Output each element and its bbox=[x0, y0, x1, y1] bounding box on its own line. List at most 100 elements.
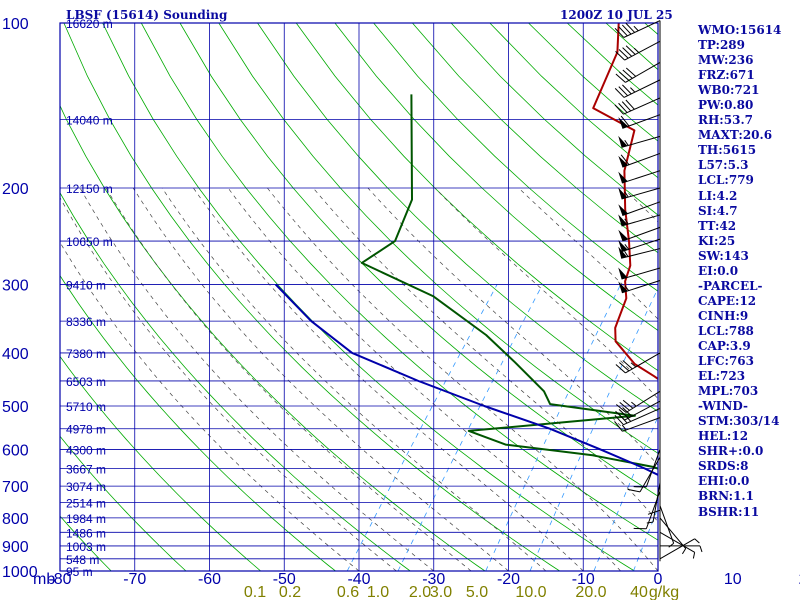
index-item: MPL:703 bbox=[698, 384, 759, 399]
wind-barb bbox=[618, 114, 661, 129]
pressure-tick-label: 1000 bbox=[2, 564, 38, 581]
mixing-ratio-label: g/kg bbox=[649, 584, 679, 600]
height-label: 8336 m bbox=[66, 315, 106, 329]
temperature-tick-label: -10 bbox=[572, 571, 595, 588]
index-item: KI:25 bbox=[698, 233, 736, 248]
mixing-ratio-label: 0.1 bbox=[244, 584, 266, 600]
mixing-ratio-label: 1.0 bbox=[367, 584, 389, 600]
pressure-tick-label: 200 bbox=[2, 181, 29, 198]
index-item: MAXT:20.6 bbox=[698, 128, 773, 143]
pressure-tick-label: 900 bbox=[2, 539, 29, 556]
index-item: PW:0.80 bbox=[698, 98, 754, 113]
dry-adiabat-line bbox=[60, 355, 262, 571]
wind-barb bbox=[614, 97, 661, 115]
wind-barb bbox=[614, 407, 661, 426]
wind-barb bbox=[646, 482, 661, 524]
wind-barb bbox=[614, 79, 661, 98]
mixing-ratio-label: 5.0 bbox=[466, 584, 488, 600]
index-item: STM:303/14 bbox=[698, 414, 780, 429]
index-item: LCL:788 bbox=[698, 323, 754, 338]
height-label: 1984 m bbox=[66, 512, 106, 526]
wind-barb bbox=[618, 226, 661, 242]
index-item: CAP:3.9 bbox=[698, 338, 751, 353]
index-item: WB0:721 bbox=[698, 83, 760, 98]
wind-barb bbox=[615, 40, 661, 61]
wind-barb bbox=[618, 201, 661, 216]
height-label: 12150 m bbox=[66, 182, 113, 196]
height-label: 95 m bbox=[66, 565, 93, 579]
moist-adiabat-line bbox=[367, 187, 658, 466]
height-label: 3667 m bbox=[66, 462, 106, 476]
index-item: EI:0.0 bbox=[698, 263, 739, 278]
pressure-tick-label: 700 bbox=[2, 479, 29, 496]
pressure-tick-label: 100 bbox=[2, 16, 29, 33]
dry-adiabat-line bbox=[218, 23, 658, 454]
index-item: TT:42 bbox=[698, 218, 737, 233]
temperature-tick-label: -80 bbox=[48, 571, 71, 588]
index-item: -WIND- bbox=[698, 399, 748, 414]
index-item: CAPE:12 bbox=[698, 293, 757, 308]
mixing-ratio-line bbox=[633, 506, 658, 571]
moist-adiabat-line bbox=[267, 187, 658, 571]
mixing-ratio-label: 2.0 bbox=[409, 584, 431, 600]
dry-adiabat-line bbox=[102, 23, 636, 571]
height-label: 5710 m bbox=[66, 400, 106, 414]
wind-barb bbox=[659, 538, 700, 560]
wind-barb bbox=[618, 135, 661, 148]
height-label: 7380 m bbox=[66, 347, 106, 361]
wind-barb bbox=[659, 505, 675, 548]
index-item: HEL:12 bbox=[698, 429, 749, 444]
index-item: L57:5.3 bbox=[698, 158, 749, 173]
dry-adiabat-line bbox=[373, 23, 658, 292]
plot-frame bbox=[59, 22, 659, 572]
wind-barb bbox=[618, 238, 661, 252]
index-item: LCL:779 bbox=[698, 173, 754, 188]
wind-barb bbox=[618, 279, 661, 294]
mixing-ratio-line bbox=[397, 284, 543, 571]
index-item: SI:4.7 bbox=[698, 203, 738, 218]
temperature-tick-label: 20 bbox=[799, 571, 800, 588]
mixing-ratio-label: 20.0 bbox=[575, 584, 606, 600]
moist-adiabat-line bbox=[227, 187, 621, 571]
index-item: LI:4.2 bbox=[698, 188, 738, 203]
dry-adiabat-line bbox=[179, 23, 658, 497]
moist-adiabat-line bbox=[161, 187, 547, 571]
moist-adiabat-line bbox=[312, 187, 658, 523]
wind-barb bbox=[618, 214, 661, 227]
index-item: EL:723 bbox=[698, 369, 746, 384]
wind-barb bbox=[615, 352, 661, 374]
index-item: -PARCEL- bbox=[698, 278, 763, 293]
index-item: RH:53.7 bbox=[698, 113, 753, 128]
index-item: SRDS:8 bbox=[698, 459, 749, 474]
wind-barb bbox=[618, 152, 661, 168]
wind-barb bbox=[618, 187, 661, 200]
stability-indices-list: WMO:15614 TP:289 MW:236 FRZ:671 WB0:721 PW:0.… bbox=[698, 23, 800, 520]
wind-barb bbox=[615, 61, 661, 83]
dry-adiabat-line bbox=[60, 274, 337, 571]
height-label: 2514 m bbox=[66, 497, 106, 511]
wind-barb bbox=[659, 517, 687, 555]
dry-adiabat-line bbox=[412, 23, 658, 254]
temperature-tick-label: 10 bbox=[724, 571, 742, 588]
temperature-tick-label: -20 bbox=[497, 571, 520, 588]
height-label: 4300 m bbox=[66, 443, 106, 457]
series-layer bbox=[274, 23, 658, 476]
valid-time: 1200Z 10 JUL 25 bbox=[560, 8, 673, 22]
pressure-tick-label: 500 bbox=[2, 399, 29, 416]
pressure-tick-label: 300 bbox=[2, 277, 29, 294]
index-item: TH:5615 bbox=[698, 143, 757, 158]
index-item: WMO:15614 bbox=[698, 23, 782, 37]
height-label: 1003 m bbox=[66, 540, 106, 554]
height-label: 9410 m bbox=[66, 278, 106, 292]
height-label: 14040 m bbox=[66, 113, 113, 127]
pressure-tick-label: 800 bbox=[2, 511, 29, 528]
wind-barb bbox=[618, 170, 661, 184]
mixing-ratio-label: 10.0 bbox=[515, 584, 546, 600]
dry-adiabat-line bbox=[60, 192, 411, 571]
temperature-tick-label: -60 bbox=[198, 571, 221, 588]
temperature-profile-line bbox=[592, 23, 658, 381]
parcel-path-line bbox=[274, 283, 658, 476]
height-label: 6503 m bbox=[66, 375, 106, 389]
index-item: SW:143 bbox=[698, 248, 749, 263]
